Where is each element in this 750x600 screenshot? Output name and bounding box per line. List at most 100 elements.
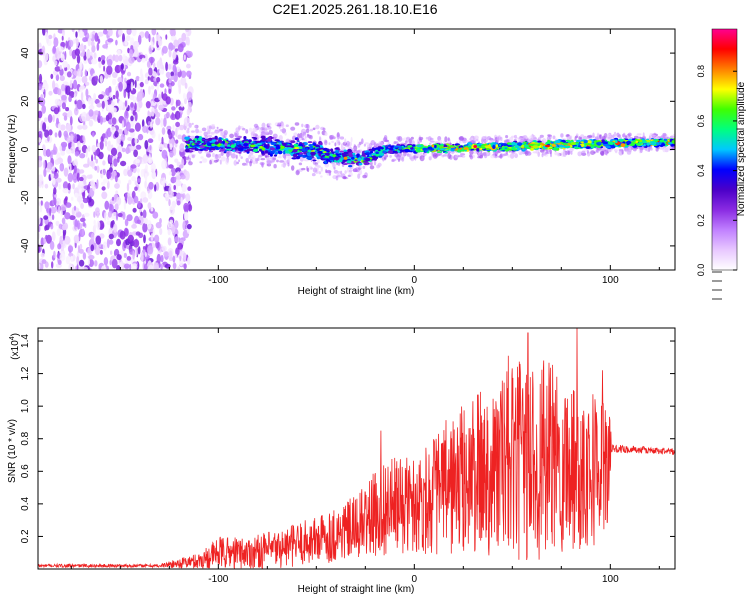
halo-point xyxy=(514,153,518,159)
noise-blob xyxy=(167,63,172,70)
noise-blob xyxy=(127,234,134,243)
noise-blob xyxy=(82,103,86,110)
halo-point xyxy=(636,133,642,136)
halo-point xyxy=(203,131,208,137)
halo-point xyxy=(391,159,395,162)
noise-blob xyxy=(76,172,80,182)
noise-blob xyxy=(146,245,154,255)
noise-blob xyxy=(59,75,65,82)
halo-point xyxy=(284,132,287,136)
noise-blob xyxy=(38,83,43,91)
noise-blob xyxy=(62,60,68,68)
halo-point xyxy=(261,122,266,129)
halo-point xyxy=(272,157,275,163)
noise-blob xyxy=(95,183,98,189)
halo-point xyxy=(281,163,284,167)
noise-blob xyxy=(177,43,184,53)
noise-blob xyxy=(133,195,139,204)
halo-point xyxy=(444,136,448,143)
noise-blob xyxy=(164,193,169,198)
halo-point xyxy=(335,175,339,181)
signal-cell xyxy=(251,136,256,139)
noise-blob xyxy=(151,29,157,36)
noise-blob xyxy=(94,32,99,42)
noise-blob xyxy=(115,90,119,100)
halo-point xyxy=(199,161,203,164)
noise-blob xyxy=(77,125,83,130)
signal-cell xyxy=(378,155,383,158)
signal-cell xyxy=(477,146,482,149)
halo-point xyxy=(238,159,241,162)
halo-point xyxy=(350,136,353,143)
halo-point xyxy=(598,135,602,138)
noise-blob xyxy=(67,182,71,191)
signal-cell xyxy=(199,145,205,149)
noise-blob xyxy=(185,193,191,203)
noise-blob xyxy=(75,38,79,47)
signal-cell xyxy=(533,142,539,145)
noise-blob xyxy=(174,142,178,148)
halo-point xyxy=(382,157,385,161)
signal-cell xyxy=(243,136,247,140)
noise-blob xyxy=(183,116,190,127)
halo-point xyxy=(352,168,358,173)
noise-blob xyxy=(125,121,131,132)
noise-blob xyxy=(144,140,149,150)
signal-cell xyxy=(514,145,520,149)
noise-blob xyxy=(178,105,185,111)
halo-point xyxy=(547,134,551,137)
halo-point xyxy=(624,135,628,139)
signal-cell xyxy=(244,149,250,152)
noise-blob xyxy=(61,224,67,231)
noise-blob xyxy=(180,76,187,86)
noise-blob xyxy=(117,128,123,135)
noise-blob xyxy=(102,44,108,49)
noise-blob xyxy=(147,76,150,81)
noise-blob xyxy=(79,243,83,250)
signal-cell xyxy=(284,150,290,154)
signal-cell xyxy=(656,142,660,146)
noise-blob xyxy=(69,116,73,126)
noise-blob xyxy=(187,51,193,58)
noise-blob xyxy=(122,33,125,43)
noise-blob xyxy=(117,49,121,56)
signal-cell xyxy=(296,152,300,155)
halo-point xyxy=(649,147,653,151)
signal-cell xyxy=(312,159,317,162)
noise-blob xyxy=(50,223,54,230)
halo-point xyxy=(501,153,507,157)
noise-blob xyxy=(59,124,66,131)
noise-blob xyxy=(69,163,72,173)
halo-point xyxy=(236,161,239,165)
noise-blob xyxy=(175,121,181,128)
noise-blob xyxy=(59,235,63,245)
signal-cell xyxy=(398,145,402,150)
halo-point xyxy=(187,127,190,131)
noise-blob xyxy=(53,60,58,66)
noise-blob xyxy=(140,252,144,262)
noise-blob xyxy=(68,95,72,103)
noise-blob xyxy=(94,110,99,116)
noise-blob xyxy=(135,247,138,257)
noise-blob xyxy=(168,171,172,176)
signal-cell xyxy=(253,141,256,144)
noise-blob xyxy=(42,82,49,92)
noise-blob xyxy=(135,231,141,236)
signal-cell xyxy=(618,138,624,142)
halo-point xyxy=(357,173,361,179)
noise-blob xyxy=(136,168,140,173)
noise-blob xyxy=(155,222,162,229)
halo-point xyxy=(230,153,236,159)
halo-point xyxy=(201,127,207,132)
signal-cell xyxy=(232,140,236,144)
signal-cell xyxy=(207,141,210,144)
noise-blob xyxy=(162,45,168,54)
noise-blob xyxy=(167,190,174,198)
signal-cell xyxy=(331,151,335,154)
signal-cell xyxy=(285,145,292,148)
signal-cell xyxy=(218,137,222,140)
noise-blob xyxy=(90,32,93,39)
noise-blob xyxy=(177,266,180,270)
noise-blob xyxy=(144,79,149,85)
noise-blob xyxy=(88,259,95,268)
